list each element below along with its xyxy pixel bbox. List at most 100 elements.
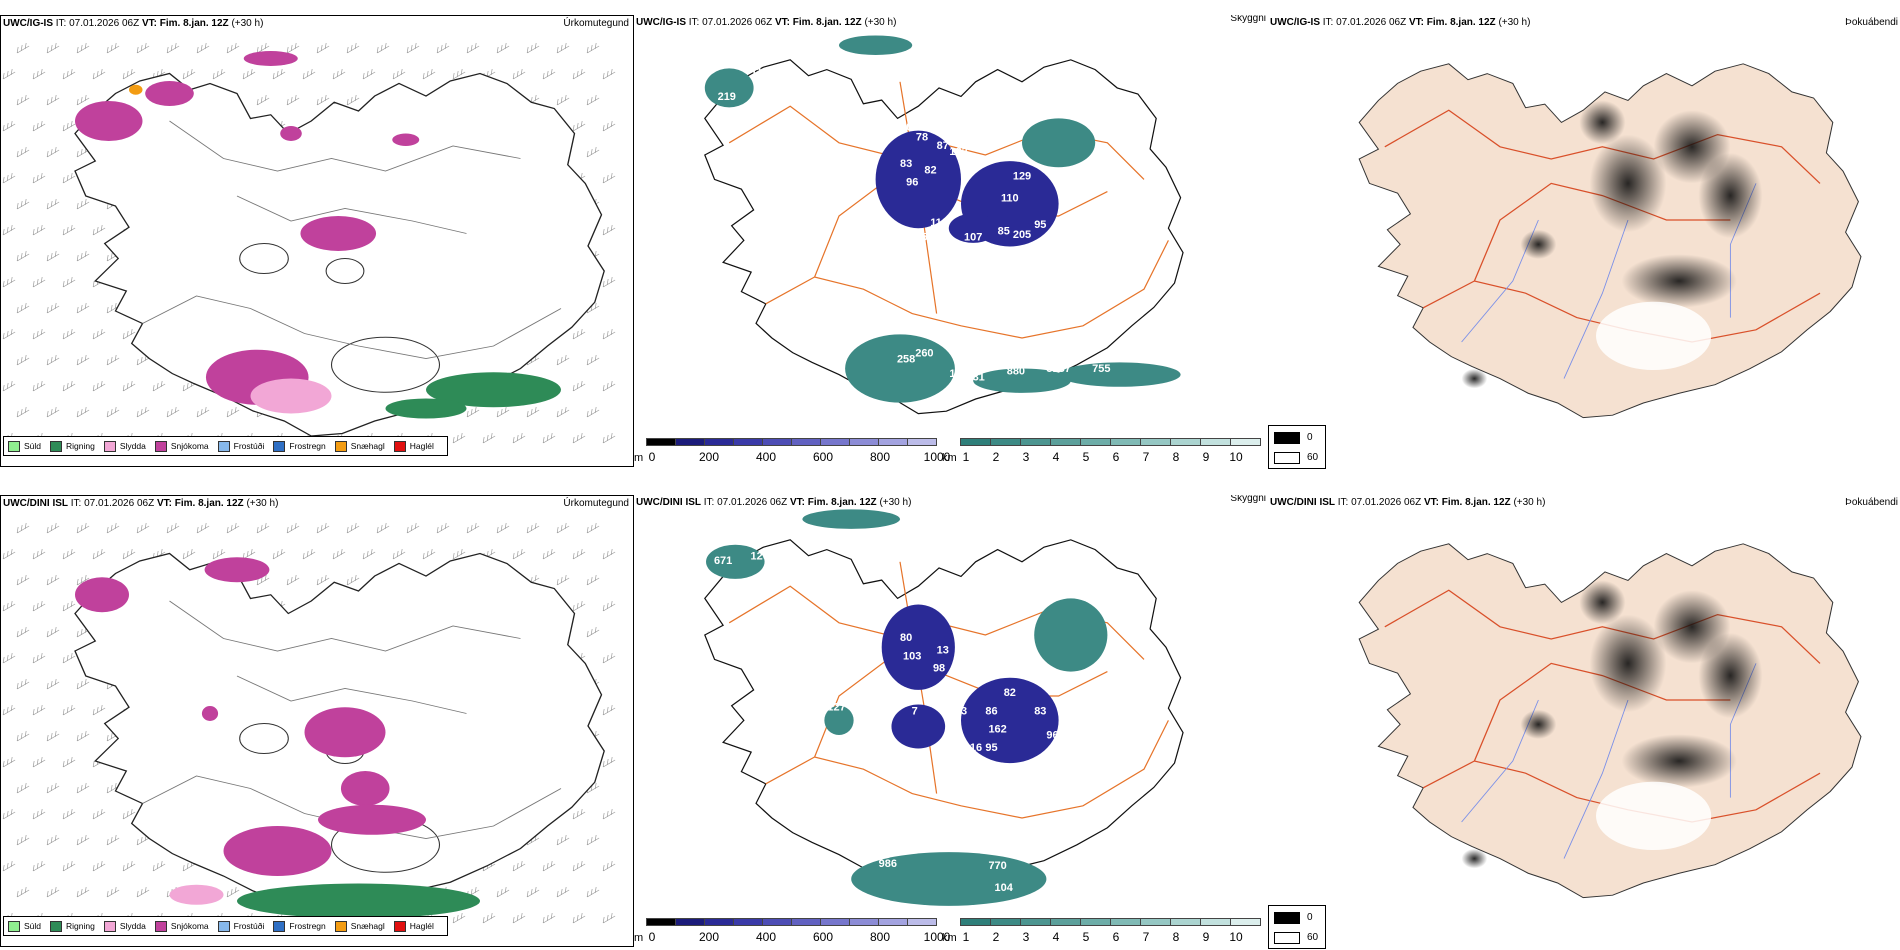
snow-area xyxy=(392,133,420,146)
colorbar-segment xyxy=(1110,438,1141,446)
it-value: 07.01.2026 06Z xyxy=(1351,497,1422,508)
vis-area-low xyxy=(875,130,961,229)
rain-area xyxy=(385,398,467,419)
fog-area xyxy=(1698,152,1763,239)
snow-area xyxy=(318,804,426,835)
it-label: IT: xyxy=(688,17,700,28)
model-name: UWC/DINI ISL xyxy=(636,497,701,508)
colorbar-segment xyxy=(1170,438,1201,446)
vis-area xyxy=(845,334,955,403)
colorbar-segment xyxy=(1050,918,1081,926)
fog-panel: UWC/IG-IS IT: 07.01.2026 06Z VT: Fim. 8.… xyxy=(1268,15,1900,467)
fog-legend: 0 60 xyxy=(1268,425,1326,469)
visibility-value: 52 xyxy=(1028,305,1040,317)
colorbar-tick: 2 xyxy=(992,930,1000,944)
fog-area xyxy=(1579,580,1626,625)
precip-type-panel: UWC/IG-IS IT: 07.01.2026 06Z VT: Fim. 8.… xyxy=(0,15,634,467)
colorbar-tick: 6 xyxy=(1112,450,1120,464)
legend-item: Slydda xyxy=(103,440,146,452)
visibility-value: 83 xyxy=(1034,705,1046,717)
vis-area xyxy=(839,35,913,55)
lead-time: (+30 h) xyxy=(864,17,897,28)
colorbar-tick: 9 xyxy=(1202,450,1210,464)
legend-swatch xyxy=(50,920,63,932)
colorbar-segment xyxy=(762,438,792,446)
legend-item: Snæhagl xyxy=(334,440,385,452)
legend-label: Snæhagl xyxy=(350,921,385,931)
legend-label: Frostúði xyxy=(233,921,265,931)
panel-header: UWC/DINI ISL IT: 07.01.2026 06Z VT: Fim.… xyxy=(1270,497,1545,509)
visibility-value: 94 xyxy=(1031,785,1044,797)
colorbar-segment xyxy=(1080,438,1111,446)
visibility-value: 671 xyxy=(714,555,732,567)
visibility-value: 110 xyxy=(1001,192,1019,204)
colorbar-segment xyxy=(878,918,908,926)
legend-swatch xyxy=(393,440,406,452)
legend-item: Rigning xyxy=(50,920,95,932)
precip-type-panel: UWC/DINI ISL IT: 07.01.2026 06Z VT: Fim.… xyxy=(0,495,634,947)
colorbar-segment xyxy=(791,918,821,926)
colorbar-segment xyxy=(990,438,1021,446)
fog-panel-title: Þokuábendi xyxy=(1845,497,1898,508)
visibility-value: 114 xyxy=(751,67,770,79)
precip-panel-title: Úrkomutegund xyxy=(563,18,629,29)
colorbar-tick: 7 xyxy=(1142,930,1150,944)
visibility-value: 28 xyxy=(1040,97,1052,109)
legend-item: Frostúði xyxy=(217,440,264,452)
fog-area xyxy=(1589,134,1667,233)
panel-header: UWC/DINI ISL IT: 07.01.2026 06Z VT: Fim.… xyxy=(636,497,911,509)
legend-label: Slydda xyxy=(119,441,146,451)
colorbar-unit: m xyxy=(634,452,644,464)
legend-label: Snæhagl xyxy=(350,441,385,451)
snow-area xyxy=(145,81,194,106)
visibility-value: 755 xyxy=(1092,363,1110,375)
model-name: UWC/DINI ISL xyxy=(1270,497,1335,508)
colorbar-unit: m xyxy=(634,932,644,944)
snow-area xyxy=(201,706,219,721)
colorbar-tick: 400 xyxy=(755,930,777,944)
legend-swatch xyxy=(393,920,406,932)
vt-label: VT: xyxy=(156,498,172,509)
legend-swatch xyxy=(217,440,230,452)
vis-area-low xyxy=(891,704,946,749)
fog-legend-label: 0 xyxy=(1307,912,1313,923)
visibility-value: 45 xyxy=(1001,669,1013,681)
visibility-value: 103 xyxy=(903,650,921,662)
vis-area-low xyxy=(958,216,988,241)
visibility-value: 219 xyxy=(718,91,736,103)
legend-label: Snjókoma xyxy=(170,441,209,451)
colorbar-tick: 5 xyxy=(1082,930,1090,944)
snow-area xyxy=(300,216,377,251)
vt-label: VT: xyxy=(1408,17,1424,28)
colorbar-tick: 200 xyxy=(698,450,720,464)
legend-item: Súld xyxy=(8,920,41,932)
colorbar-tick: 3 xyxy=(1022,450,1030,464)
legend-label: Súld xyxy=(24,441,42,451)
legend-label: Rigning xyxy=(66,441,95,451)
visibility-value: 162 xyxy=(988,724,1006,736)
visibility-value: 96 xyxy=(906,177,918,189)
fog-area xyxy=(1621,254,1737,308)
legend-item: Frostregn xyxy=(273,440,326,452)
colorbar-tick: 2 xyxy=(992,450,1000,464)
legend-swatch xyxy=(103,440,116,452)
iceland-land xyxy=(1358,63,1862,419)
colorbar-segment xyxy=(1020,918,1051,926)
legend-item: Snæhagl xyxy=(334,920,385,932)
vt-label: VT: xyxy=(141,18,157,29)
colorbar-tick: 8 xyxy=(1172,450,1180,464)
colorbar-tick: 10 xyxy=(1229,930,1243,944)
visibility-value: 13 xyxy=(937,644,949,656)
visibility-value: 98 xyxy=(933,663,945,675)
panel-header: UWC/IG-IS IT: 07.01.2026 06Z VT: Fim. 8.… xyxy=(1270,17,1530,29)
fog-panel-title: Þokuábendi xyxy=(1845,17,1898,28)
colorbar-segment xyxy=(878,438,908,446)
visibility-value: 107 xyxy=(964,231,982,243)
lead-time: (+30 h) xyxy=(231,18,264,29)
model-name: UWC/IG-IS xyxy=(636,17,686,28)
colorbar-tick: 4 xyxy=(1052,450,1060,464)
vt-value: Fim. 8.jan. 12Z xyxy=(807,497,877,508)
roads xyxy=(142,120,562,359)
sleet-area xyxy=(169,884,224,905)
